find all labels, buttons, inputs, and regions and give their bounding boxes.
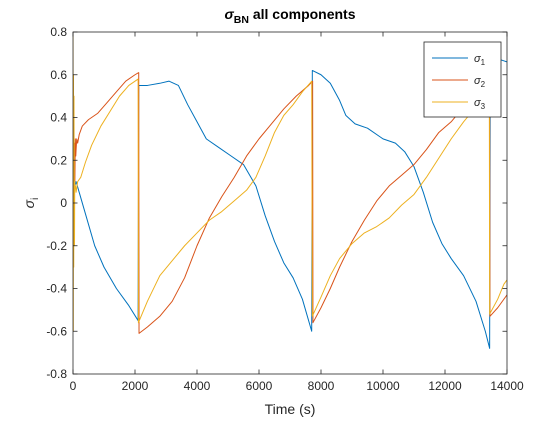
x-tick-label: 14000 <box>490 379 524 393</box>
series-line-3 <box>73 32 507 332</box>
x-tick-label: 12000 <box>428 379 462 393</box>
y-tick-label: -0.6 <box>46 324 67 338</box>
x-tick-label: 2000 <box>122 379 149 393</box>
chart-title: σBN all components <box>224 6 355 26</box>
x-tick-label: 0 <box>70 379 77 393</box>
legend-label-2: σ2 <box>474 75 486 89</box>
x-tick-label: 10000 <box>366 379 400 393</box>
y-tick-label: -0.2 <box>46 239 67 253</box>
x-axis-label: Time (s) <box>265 401 316 417</box>
x-tick-label: 8000 <box>308 379 335 393</box>
axis-labels: Time (s) σi <box>21 198 315 417</box>
legend-subscript: 1 <box>481 58 486 67</box>
series-group <box>73 32 507 349</box>
legend-symbol: σ <box>474 97 481 109</box>
y-tick-label: -0.8 <box>46 367 67 381</box>
y-tick-label: -0.4 <box>46 282 67 296</box>
y-axis-symbol: σ <box>21 199 37 208</box>
legend-label-3: σ3 <box>474 97 486 111</box>
title-symbol: σ <box>224 6 234 22</box>
y-axis-subscript: i <box>29 198 41 200</box>
x-tick-label: 4000 <box>184 379 211 393</box>
title-subscript: BN <box>234 14 249 26</box>
legend-symbol: σ <box>474 53 481 65</box>
y-tick-label: 0 <box>60 196 67 210</box>
legend-symbol: σ <box>474 75 481 87</box>
y-tick-label: 0.2 <box>50 153 67 167</box>
y-axis-label: σi <box>21 198 41 209</box>
title-text: σBN all components <box>224 6 355 26</box>
legend-label-1: σ1 <box>474 53 486 67</box>
legend-subscript: 3 <box>481 102 486 111</box>
series-line-2 <box>73 72 507 334</box>
axis-ticks: 0 2000 4000 6000 8000 10000 12000 14000 -0.8 -0.6… <box>46 25 524 393</box>
legend-subscript: 2 <box>481 80 486 89</box>
y-tick-label: 0.4 <box>50 111 67 125</box>
x-tick-label: 6000 <box>246 379 273 393</box>
title-rest: all components <box>249 6 356 22</box>
y-tick-label: 0.6 <box>50 68 67 82</box>
y-tick-label: 0.8 <box>50 25 67 39</box>
series-line-1 <box>73 59 507 349</box>
